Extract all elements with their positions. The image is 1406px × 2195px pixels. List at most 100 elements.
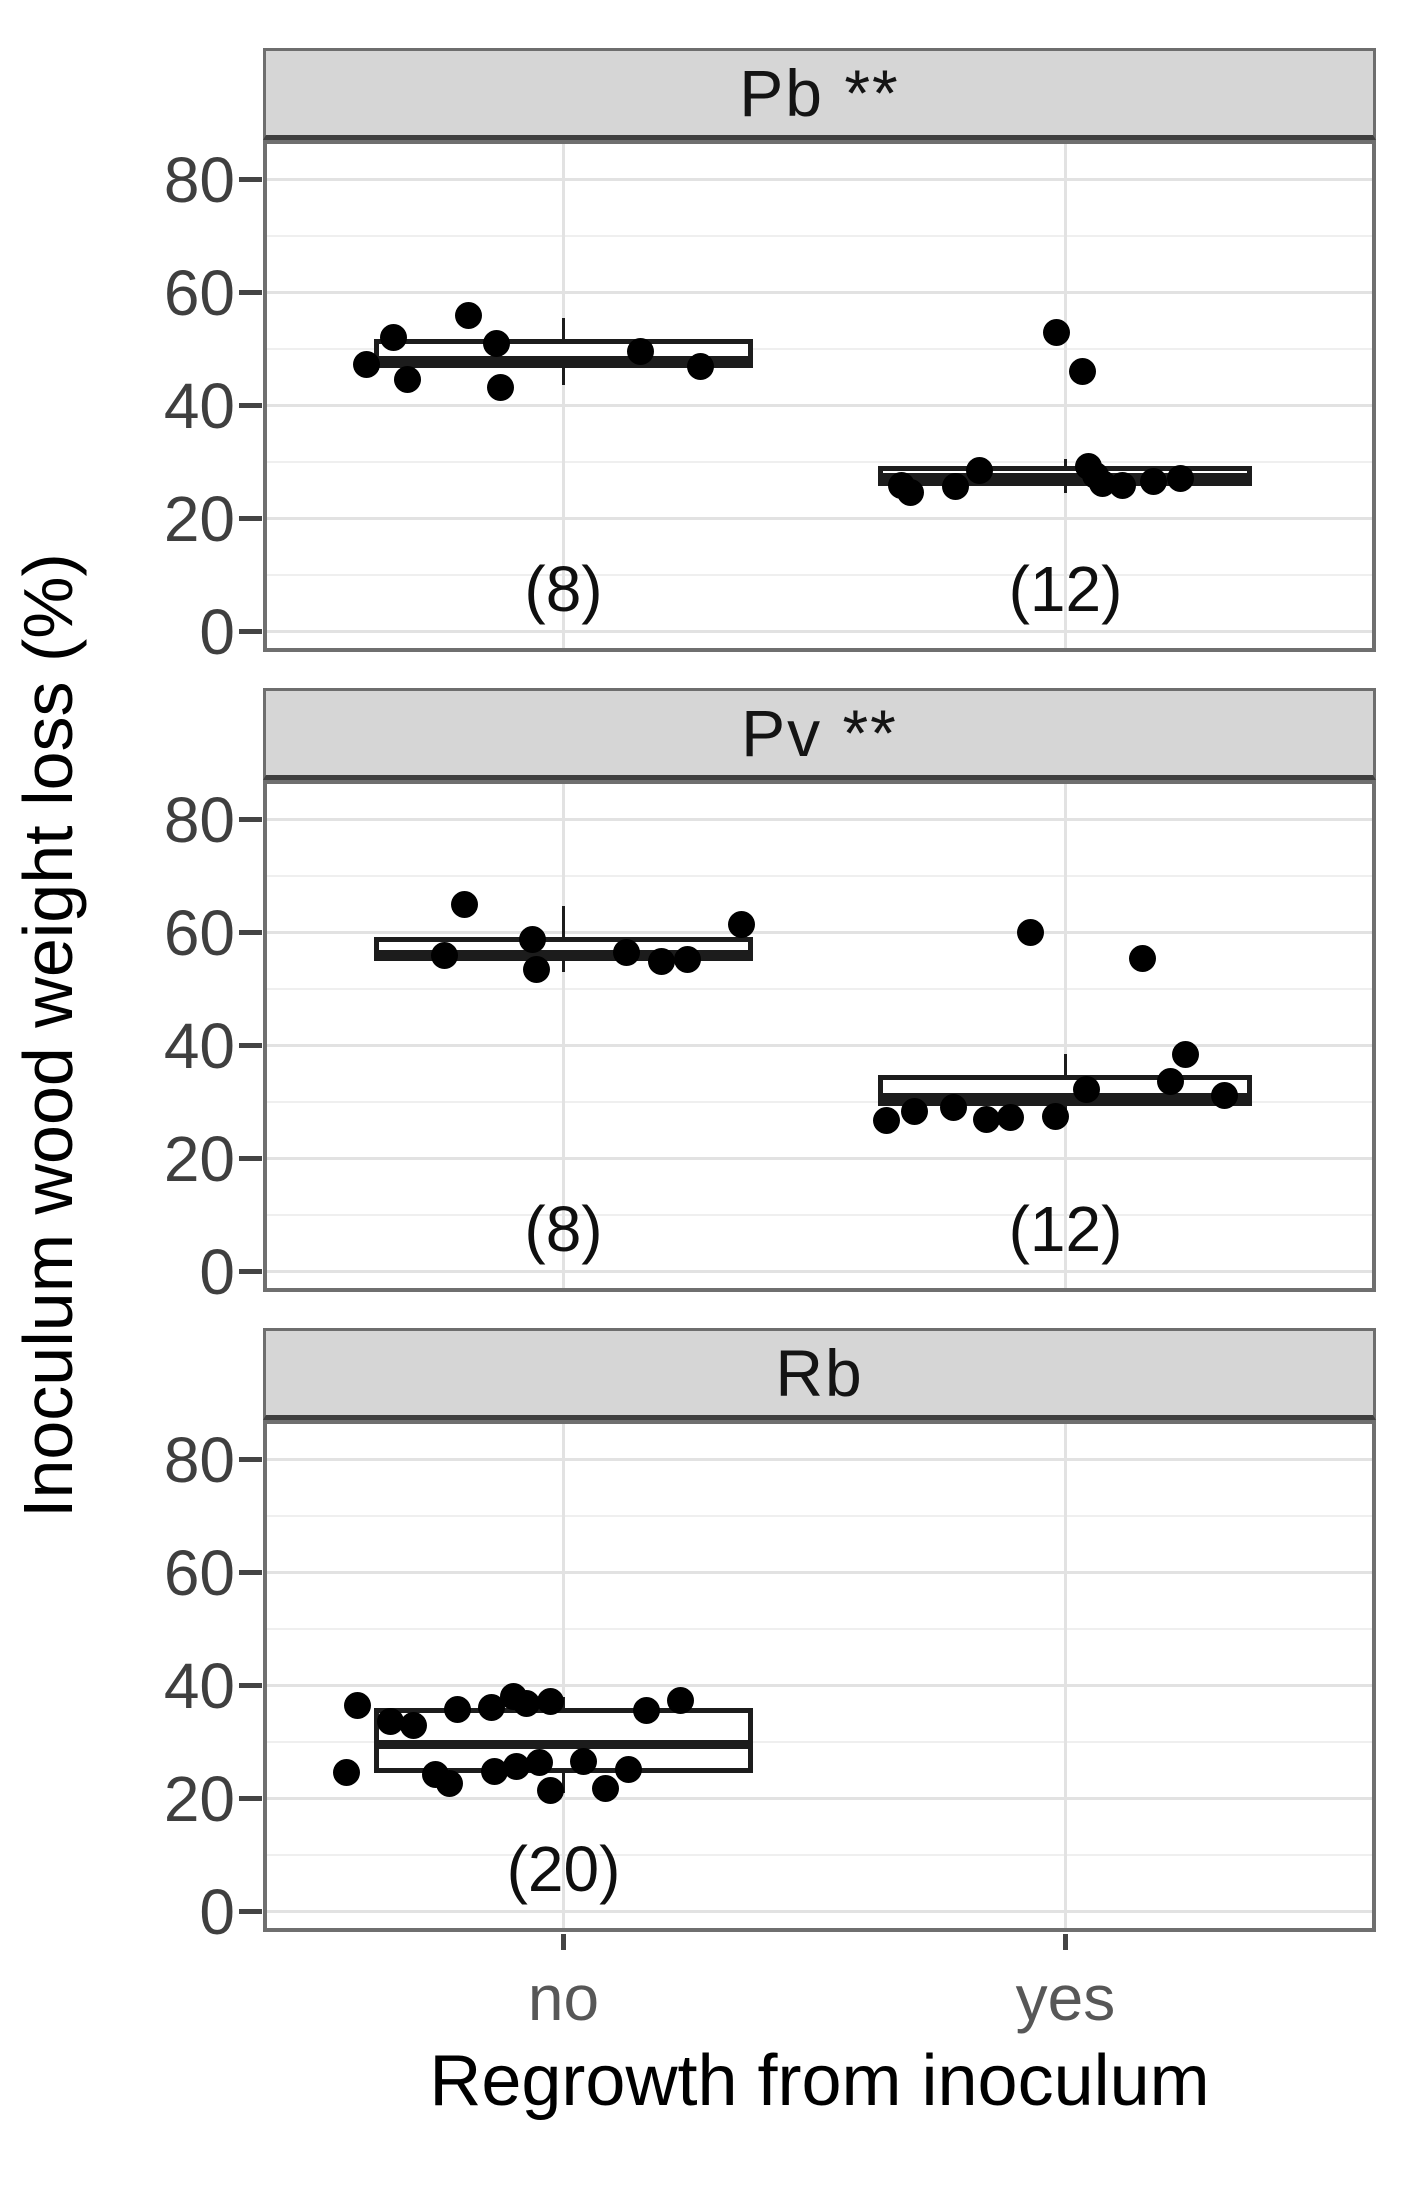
data-point [1068,358,1096,386]
boxplot-median-line [374,355,753,365]
data-point [536,1687,564,1715]
data-point [513,1690,541,1718]
facet-strip-label: Rb [775,1336,864,1410]
y-tick-label: 40 [163,369,235,442]
gridline-major [263,931,1376,935]
facet-strip-pb: Pb ** [263,48,1376,140]
data-point [1043,318,1071,346]
data-point [525,1748,553,1776]
sample-size-label: (8) [524,1192,603,1265]
data-point [673,946,701,974]
boxplot-upper-whisker [1063,1054,1067,1075]
y-tick-label: 20 [163,1122,235,1195]
boxplot-median-line [878,1093,1253,1103]
data-point [614,1755,642,1783]
plot-area-pv: (8) (12) [263,780,1376,1292]
boxplot-lower-whisker [562,1773,565,1793]
gridline-category [1063,780,1067,1292]
gridline-minor [263,1515,1376,1518]
gridline-minor [263,1214,1376,1217]
data-point [647,948,675,976]
data-point [518,925,546,953]
gridline-category [562,1420,565,1932]
gridline-category [1063,140,1067,652]
data-point [523,955,551,983]
sample-size-label: (12) [1008,1192,1123,1265]
y-tick-label: 60 [163,896,235,969]
data-point [353,350,380,378]
sample-size-label: (8) [524,552,603,625]
gridline-minor [263,574,1376,577]
facet-strip-pv: Pv ** [263,688,1376,780]
gridline-major [263,291,1376,295]
y-tick-mark [239,1570,262,1576]
boxplot-median-line [878,473,1253,483]
y-tick-mark [239,516,262,522]
boxplot-lower-whisker [562,368,565,386]
y-tick-mark [239,1683,262,1689]
data-point [332,1759,360,1787]
gridline-minor [263,1854,1376,1857]
gridline-major [263,1270,1376,1274]
data-point [997,1103,1025,1131]
data-point [666,1686,694,1714]
y-tick-label: 80 [163,783,235,856]
y-tick-label: 40 [163,1649,235,1722]
gridline-major [263,1044,1376,1048]
facet-strip-label: Pb ** [739,56,900,130]
boxplot-lower-whisker [1063,485,1067,493]
y-tick-label: 80 [163,1423,235,1496]
y-tick-mark [239,930,262,936]
y-axis-title: Inoculum wood weight loss (%) [9,553,87,1519]
y-tick-mark [239,1796,262,1802]
data-point [872,1107,900,1135]
gridline-minor [263,988,1376,991]
data-point [483,329,511,357]
data-point [344,1692,372,1720]
gridline-minor [263,875,1376,878]
x-axis-title: Regrowth from inoculum [429,2041,1210,2121]
y-tick-label: 80 [163,143,235,216]
gridline-minor [263,235,1376,238]
y-tick-label: 60 [163,256,235,329]
data-point [1156,1067,1184,1095]
data-point [430,942,458,970]
gridline-minor [263,348,1376,351]
data-point [379,324,407,352]
gridline-category [1063,1420,1067,1932]
gridline-major [263,1797,1376,1801]
data-point [536,1777,564,1805]
data-point [613,939,641,967]
plot-area-pb: (8) (12) [263,140,1376,652]
y-tick-mark [239,403,262,409]
y-tick-label: 20 [163,482,235,555]
y-tick-mark [239,177,262,183]
boxplot-upper-whisker [562,318,565,339]
data-point [570,1747,598,1775]
y-tick-mark [239,1043,262,1049]
x-category-label-yes: yes [1015,1962,1116,2034]
sample-size-label: (20) [506,1832,621,1905]
boxplot-median-line [374,1740,753,1750]
gridline-category [562,140,565,652]
y-tick-mark [239,1909,262,1915]
data-point [633,1696,661,1724]
gridline-major [263,1458,1376,1462]
x-tick-mark [561,1934,566,1950]
gridline-minor [263,461,1376,464]
data-point [450,890,478,918]
y-tick-mark [239,290,262,296]
boxplot-upper-whisker [1063,459,1067,467]
data-point [592,1774,620,1802]
y-tick-label: 20 [163,1762,235,1835]
data-point [1128,944,1156,972]
data-point [686,352,714,380]
y-tick-label: 60 [163,1536,235,1609]
data-point [897,478,925,506]
facet-strip-label: Pv ** [741,696,898,770]
data-point [455,301,483,329]
data-point [436,1770,464,1798]
gridline-category [562,780,565,1292]
data-point [626,338,654,366]
